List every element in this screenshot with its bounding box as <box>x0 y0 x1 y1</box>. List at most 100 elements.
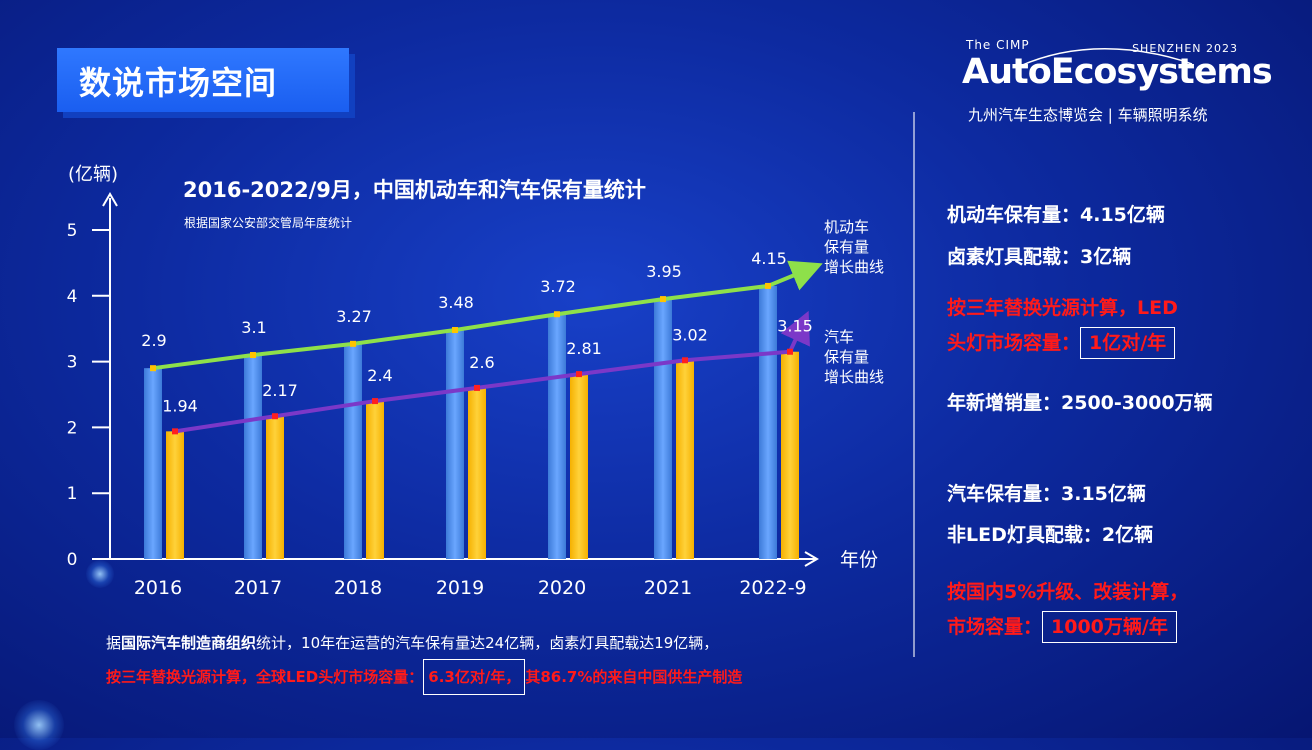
car-stock: 汽车保有量：3.15亿辆 <box>947 483 1146 505</box>
trend-label-motor: 增长曲线 <box>824 258 884 276</box>
trend-marker-car <box>372 398 378 405</box>
trend-label-motor: 机动车 <box>824 218 869 236</box>
domestic-market-label: 市场容量： <box>947 616 1043 638</box>
x-axis-label: 年份 <box>840 549 878 571</box>
trend-marker-car <box>474 384 480 391</box>
upgrade-note: 按国内5%升级、改装计算， <box>947 581 1189 603</box>
logo-small-left: The CIMP <box>966 38 1030 52</box>
x-axis-arrow-icon <box>804 551 819 567</box>
bar-motor-vehicle <box>446 330 464 559</box>
bar-motor-vehicle <box>344 343 362 559</box>
trend-marker-motor <box>452 327 458 334</box>
led-market-label: 头灯市场容量： <box>947 332 1081 354</box>
y-tick-label: 2 <box>67 418 78 438</box>
data-label-motor: 3.48 <box>438 293 474 312</box>
bar-motor-vehicle <box>654 299 672 559</box>
data-label-motor: 4.15 <box>751 249 787 268</box>
trend-marker-car <box>172 428 178 435</box>
x-tick-label: 2017 <box>234 577 282 599</box>
trend-marker-motor <box>250 352 256 359</box>
global-stats-line: 据国际汽车制造商组织统计，10年在运营的汽车保有量达24亿辆，卤素灯具配载达19… <box>106 632 718 653</box>
trend-label-car: 增长曲线 <box>824 368 884 386</box>
trend-line-car <box>174 310 810 434</box>
x-tick-label: 2020 <box>538 577 586 599</box>
trend-marker-motor <box>765 282 771 289</box>
global-led-value: 6.3亿对/年， <box>423 659 526 695</box>
y-tick-label: 1 <box>67 484 78 504</box>
global-led-market-line: 按三年替换光源计算，全球LED头灯市场容量： 6.3亿对/年， 其86.7%的来自中… <box>106 659 743 695</box>
x-tick-label: 2021 <box>644 577 692 599</box>
data-label-car: 2.6 <box>469 353 494 372</box>
page-title-box: 数说市场空间 <box>57 48 349 112</box>
bar-motor-vehicle <box>244 355 262 559</box>
y-axis-arrow-icon <box>102 192 118 207</box>
data-label-car: 2.4 <box>367 366 392 385</box>
y-tick-label: 3 <box>67 353 78 373</box>
trend-label-motor: 保有量 <box>824 238 869 256</box>
data-label-motor: 3.1 <box>241 318 266 337</box>
bar-car <box>676 360 694 559</box>
bar-car <box>366 401 384 559</box>
domestic-market-value: 1000万辆/年 <box>1042 611 1177 643</box>
x-tick-label: 2016 <box>134 577 182 599</box>
x-tick-label: 2019 <box>436 577 484 599</box>
motor-vehicle-stock: 机动车保有量：4.15亿辆 <box>947 204 1165 226</box>
trend-line-motor <box>152 260 823 371</box>
data-label-motor: 3.27 <box>336 307 372 326</box>
logo-subtitle: 九州汽车生态博览会 | 车辆照明系统 <box>968 106 1208 124</box>
data-label-car: 3.02 <box>672 325 708 344</box>
data-label-motor: 3.95 <box>646 262 682 281</box>
led-market-capacity: 头灯市场容量： 1亿对/年 <box>947 327 1176 359</box>
bar-car <box>468 387 486 559</box>
trend-marker-car <box>576 371 582 378</box>
data-label-car: 1.94 <box>162 396 198 415</box>
x-tick-label: 2018 <box>334 577 382 599</box>
bar-car <box>570 374 588 559</box>
y-axis-unit: (亿辆) <box>68 164 119 185</box>
bottom-text-a: 据 <box>106 634 122 652</box>
trend-marker-motor <box>660 296 666 303</box>
domestic-market-capacity: 市场容量： 1000万辆/年 <box>947 611 1177 643</box>
bar-car <box>166 431 184 559</box>
bar-car <box>266 416 284 559</box>
data-label-car: 2.17 <box>262 381 298 400</box>
trend-label-car: 保有量 <box>824 348 869 366</box>
trend-marker-car <box>272 413 278 420</box>
led-replacement-note: 按三年替换光源计算，LED <box>947 297 1178 319</box>
bar-motor-vehicle <box>759 285 777 559</box>
global-led-label: 按三年替换光源计算，全球LED头灯市场容量： <box>106 668 424 686</box>
y-tick-label: 4 <box>67 287 78 307</box>
decorative-glow <box>86 560 114 588</box>
bottom-text-org: 国际汽车制造商组织 <box>121 634 257 652</box>
trend-marker-car <box>787 348 793 355</box>
trend-marker-motor <box>350 340 356 347</box>
data-label-motor: 3.72 <box>540 277 576 296</box>
data-label-motor: 2.9 <box>141 331 166 350</box>
halogen-fitment: 卤素灯具配载：3亿辆 <box>947 246 1132 268</box>
trend-marker-car <box>682 357 688 364</box>
bar-motor-vehicle <box>144 368 162 559</box>
global-led-source: 其86.7%的来自中国供生产制造 <box>525 668 743 686</box>
trend-marker-motor <box>554 311 560 318</box>
bottom-text-c: 统计，10年在运营的汽车保有量达24亿辆，卤素灯具配载达19亿辆， <box>256 634 719 652</box>
trend-marker-motor <box>150 365 156 372</box>
led-market-value: 1亿对/年 <box>1080 327 1176 359</box>
logo-car-arc-icon <box>1019 47 1193 67</box>
page-title: 数说市场空间 <box>79 64 278 102</box>
event-logo: The CIMP SHENZHEN 2023 AutoEcosystems 九州… <box>960 38 1273 128</box>
decorative-glow <box>14 700 64 750</box>
chart-area: 0 1 2 3 4 5 2016 2.9 1.94 2017 3.1 2.17 2018 3.27 2.4… <box>67 192 884 599</box>
annual-new-sales: 年新增销量：2500-3000万辆 <box>947 392 1213 414</box>
y-tick-label: 5 <box>67 221 78 241</box>
x-tick-label: 2022-9 <box>739 577 806 599</box>
chart-subtitle: 根据国家公安部交管局年度统计 <box>184 216 353 230</box>
trend-label-car: 汽车 <box>824 328 854 346</box>
bar-motor-vehicle <box>548 314 566 559</box>
logo-main: AutoEcosystems <box>962 52 1273 92</box>
panel-divider <box>913 112 915 657</box>
logo-small-right: SHENZHEN 2023 <box>1132 42 1238 55</box>
data-label-car: 2.81 <box>566 339 602 358</box>
non-led-fitment: 非LED灯具配载：2亿辆 <box>947 524 1154 546</box>
chart-title: 2016-2022/9月，中国机动车和汽车保有量统计 <box>183 178 646 202</box>
data-label-car: 3.15 <box>777 317 813 336</box>
